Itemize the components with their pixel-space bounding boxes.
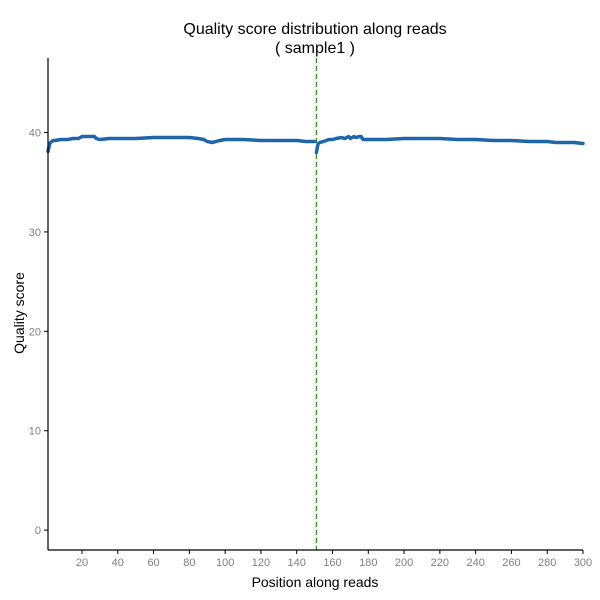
x-tick-label: 40 — [112, 557, 124, 569]
y-axis-ticks: 0 10 20 30 40 — [29, 128, 48, 537]
quality-line-read-1 — [46, 134, 317, 154]
x-tick-label: 140 — [288, 557, 306, 569]
y-axis-label: Quality score — [11, 272, 27, 354]
x-tick-label: 20 — [76, 557, 88, 569]
x-tick-label: 200 — [395, 557, 413, 569]
y-tick-label: 20 — [29, 326, 41, 338]
x-tick-label: 280 — [538, 557, 556, 569]
chart-title: Quality score distribution along reads — [183, 21, 446, 38]
x-tick-label: 260 — [502, 557, 520, 569]
x-tick-label: 300 — [574, 557, 592, 569]
x-tick-label: 80 — [183, 557, 195, 569]
x-axis-ticks: 20 40 60 80 100 120 140 160 180 200 220 240 260 280 30… — [76, 550, 592, 569]
chart-subtitle: ( sample1 ) — [275, 40, 355, 57]
x-tick-label: 120 — [252, 557, 270, 569]
x-axis-label: Position along reads — [252, 574, 379, 590]
y-tick-label: 0 — [35, 525, 41, 537]
y-tick-label: 30 — [29, 227, 41, 239]
x-tick-label: 60 — [147, 557, 159, 569]
quality-line-read-2 — [314, 134, 585, 155]
x-tick-label: 160 — [323, 557, 341, 569]
x-tick-label: 240 — [466, 557, 484, 569]
plot-area — [46, 58, 585, 550]
x-tick-label: 180 — [359, 557, 377, 569]
y-tick-label: 10 — [29, 426, 41, 438]
x-tick-label: 220 — [431, 557, 449, 569]
x-tick-label: 100 — [216, 557, 234, 569]
y-tick-label: 40 — [29, 128, 41, 140]
